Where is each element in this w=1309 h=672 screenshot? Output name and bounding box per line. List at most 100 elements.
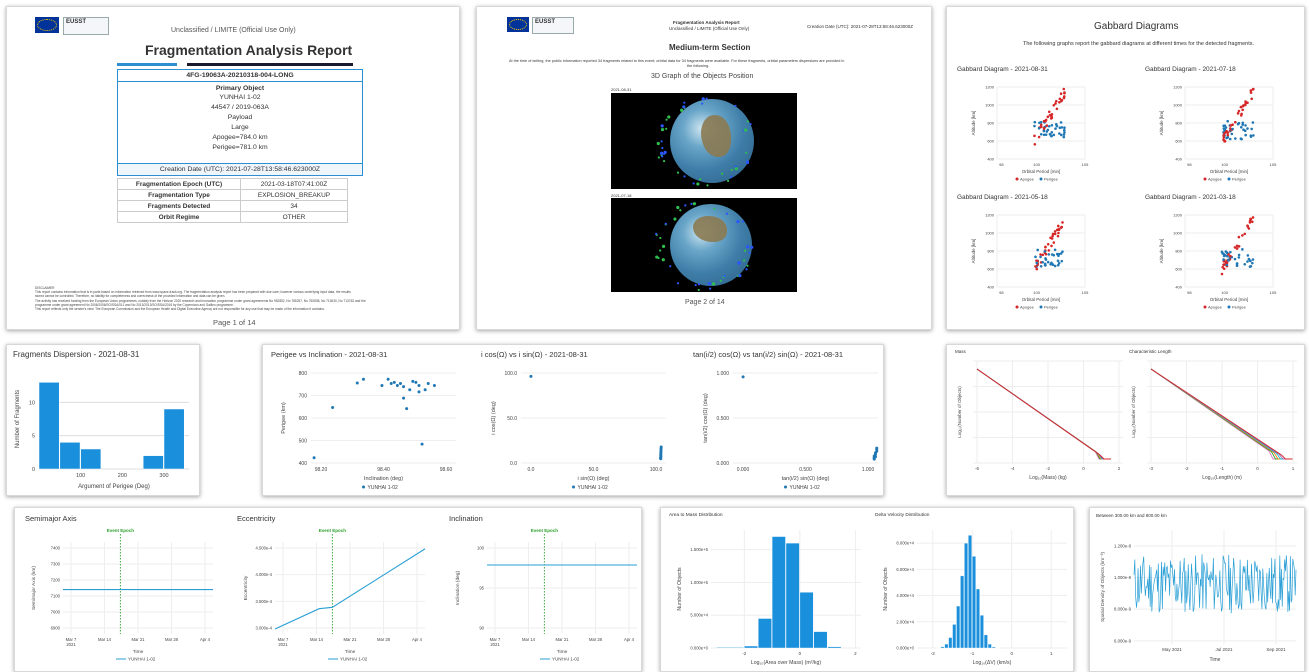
gabbard-perigee-point [1240,137,1243,140]
globe-bottom-fragment-dot [736,220,739,223]
gabbard-perigee-point [1240,126,1243,129]
gabbard-apogee-point [1246,101,1249,104]
report-page-1: EUSST Unclassified / LIMITE (Official Us… [6,6,460,330]
dispersion-title: Fragments Dispersion - 2021-08-31 [13,350,140,359]
gabbard-y-tick: 1200 [1173,85,1183,90]
gabbard-perigee-point [1048,125,1051,128]
timeseries-y-tick: 7100 [51,594,61,599]
scatter-point [313,456,316,459]
classification-label: Unclassified / LIMITE (Official Use Only… [171,27,296,34]
scatter-title: Perigee vs Inclination - 2021-08-31 [271,350,387,359]
scatter-point [427,382,430,385]
timeseries-x-tick: Mar 28 [377,637,391,642]
gabbard-legend-perigee-marker [1040,178,1043,181]
timeseries-legend-label: YUNHAI 1-02 [552,657,580,662]
gabbard-perigee-point [1036,249,1039,252]
globe-bottom-fragment-dot [744,250,746,252]
gabbard-apogee-point [1252,88,1255,91]
report-page-3: Gabbard Diagrams The following graphs re… [946,6,1305,330]
histogram-y-tick: 0.000e+0 [690,646,708,651]
gabbard-legend-perigee: Perigee [1232,305,1247,310]
distribution-title: Characteristic Length [1129,349,1172,354]
dispersion-y-tick: 5 [32,434,35,440]
scatter-x-tick: 100.0 [650,467,663,473]
globe-bottom-fragment-dot [708,282,711,285]
gabbard-perigee-point [1244,134,1247,137]
globe-bottom-fragment-dot [679,209,681,211]
info-value: 34 [241,201,348,212]
gabbard-y-tick: 1000 [985,231,995,236]
distribution-y-label: Log₁₀(Number of Objects) [957,386,962,438]
apogee-value: Apogee=784.0 km [118,134,362,141]
timeseries-y-tick: 3.000e-4 [255,626,272,631]
globe-top-fragment-dot [699,178,701,180]
distribution-x-tick: -6 [975,466,979,471]
gabbard-apogee-point [1047,116,1050,119]
histogram-bar [945,644,948,648]
histogram-bar [992,647,995,648]
gabbard-apogee-point [1224,140,1227,143]
orbital-elements-charts[interactable]: Semimajor Axis740073007200710070006900Ma… [15,508,641,671]
gabbard-apogee-point [1039,253,1042,256]
density-y-label: Spatial Density of Objects (km⁻³) [1100,552,1106,622]
gabbard-x-tick: 98 [1187,162,1192,167]
timeseries-x-tick: Mar 28 [165,637,179,642]
gabbard-x-tick: 105 [1082,290,1089,295]
globe-top-fragment-dot [746,161,749,164]
timeseries-x-tick: Apr 4 [412,637,423,642]
gabbard-legend-apogee-marker [1204,178,1207,181]
gabbard-apogee-point [1238,110,1241,113]
distribution-x-tick: -2 [1184,466,1188,471]
globe-bottom-fragment-dot [723,275,725,277]
gabbard-apogee-point [1250,89,1253,92]
gabbard-perigee-point [1238,254,1241,257]
gabbard-apogee-point [1241,109,1244,112]
scatter-x-label: Inclination (deg) [364,476,403,482]
gabbard-perigee-point [1250,134,1253,137]
histogram-y-label: Number of Objects [883,567,889,611]
gabbard-apogee-point [1238,236,1241,239]
spatial-density-chart[interactable]: Between 300.00 km and 800.00 km1.200e-81… [1090,508,1304,671]
scatter-x-tick: 0.000 [737,467,750,473]
gabbard-perigee-point [1055,123,1058,126]
distribution-x-label: Log₁₀(Length) (m) [1202,475,1242,481]
timeseries-y-tick: 4.500e-4 [255,546,272,551]
timeseries-x-label: Time [345,649,356,655]
gabbard-y-label: Altitude [km] [971,111,976,136]
gabbard-perigee-point [1047,129,1050,132]
gabbard-perigee-point [1059,126,1062,129]
density-y-tick: 1.200e-8 [1114,543,1132,548]
info-value: OTHER [241,212,348,223]
globe-bottom-fragment-dot [743,259,745,261]
globe-top-fragment-dot [661,128,664,131]
gabbard-apogee-point [1043,120,1046,123]
scatter-y-tick: 0.500 [716,416,729,422]
dispersion-bar [60,442,80,469]
gabbard-perigee-point [1053,134,1056,137]
gabbard-y-tick: 1200 [985,85,995,90]
report-title: Fragmentation Analysis Report [145,42,352,58]
globe-top-fragment-dot [734,105,736,107]
gabbard-x-tick: 100 [1221,290,1228,295]
gabbard-perigee-point [1226,264,1229,267]
gabbard-perigee-point [1225,137,1228,140]
area-mass-delta-v-histograms[interactable]: Area to Mass Distribution1.500e+51.000e+… [661,508,1073,671]
gabbard-y-label: Altitude [km] [1159,111,1164,136]
fragments-dispersion-chart[interactable]: Fragments Dispersion - 2021-08-311050100… [7,345,199,495]
gabbard-apogee-point [1044,246,1047,249]
globe-top-fragment-dot [680,109,683,112]
orbital-scatter-charts[interactable]: Perigee vs Inclination - 2021-08-3180070… [263,345,883,495]
gabbard-chart-title: Gabbard Diagram - 2021-07-18 [1145,66,1236,73]
gabbard-x-tick: 105 [1082,162,1089,167]
globe-top-fragment-dot [667,115,670,118]
gabbard-chart-title: Gabbard Diagram - 2021-08-31 [957,66,1048,73]
gabbard-perigee-point [1252,121,1255,124]
timeseries-x-label: Time [133,649,144,655]
scatter-y-tick: 800 [299,371,308,377]
scatter-point [331,406,334,409]
gabbard-perigee-point [1250,265,1253,268]
gabbard-apogee-point [1063,97,1066,100]
globe-bottom-fragment-dot [673,217,676,220]
scatter-legend-marker [362,486,365,489]
